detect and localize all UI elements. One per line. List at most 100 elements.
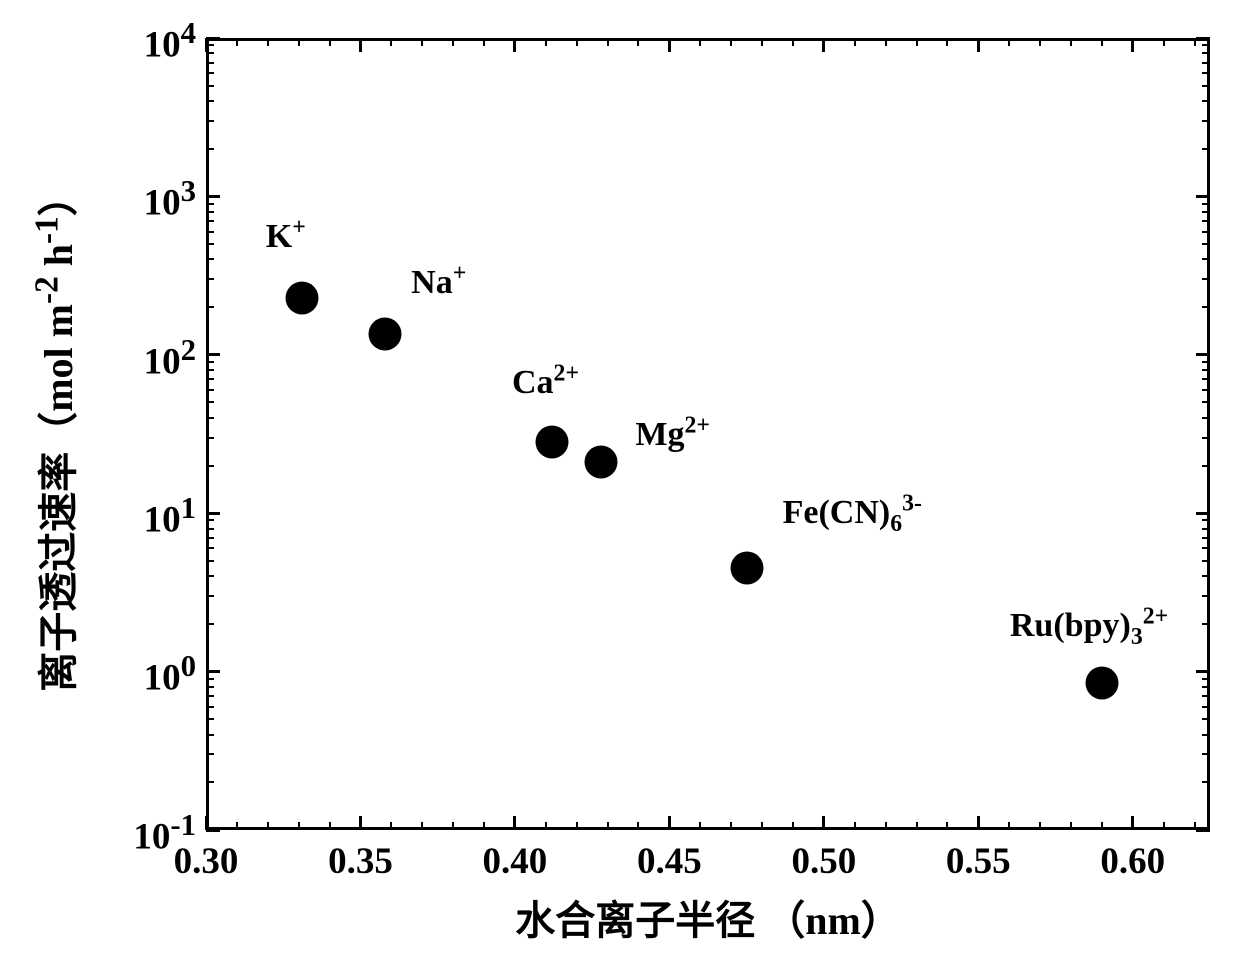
data-point [1085,666,1118,699]
x-tick-minor [1101,38,1103,46]
x-tick-minor [761,38,763,46]
x-tick-minor [637,38,639,46]
y-tick-minor [206,369,214,371]
x-tick-minor [452,38,454,46]
point-label: Na+ [411,264,466,302]
y-tick-major [1196,353,1210,356]
x-tick-minor [1008,822,1010,830]
y-tick-minor [206,62,214,64]
chart-container: 离子透过速率（mol m-2 h-1） 水合离子半径 （nm） 10-11001… [0,0,1240,958]
x-tick-major [977,816,980,830]
y-tick-minor [206,437,214,439]
y-tick-minor [206,100,214,102]
x-tick-label: 0.35 [328,840,393,883]
y-tick-minor [1202,465,1210,467]
y-tick-minor [206,258,214,260]
data-point [369,318,402,351]
y-tick-major [206,195,220,198]
y-tick-minor [206,595,214,597]
y-tick-minor [1202,306,1210,308]
y-tick-minor [206,306,214,308]
y-tick-minor [1202,560,1210,562]
y-tick-minor [206,52,214,54]
y-tick-minor [1202,211,1210,213]
y-tick-minor [1202,623,1210,625]
y-tick-label: 100 [144,649,196,699]
y-tick-minor [1202,753,1210,755]
x-tick-minor [607,822,609,830]
y-tick-label: 102 [144,333,196,383]
x-tick-minor [1039,38,1041,46]
y-tick-minor [206,695,214,697]
y-tick-minor [206,528,214,530]
x-tick-minor [854,38,856,46]
x-tick-minor [1163,38,1165,46]
y-tick-minor [1202,72,1210,74]
data-point [535,426,568,459]
y-tick-minor [206,231,214,233]
x-tick-minor [854,822,856,830]
x-tick-minor [267,38,269,46]
y-tick-minor [206,148,214,150]
y-tick-minor [206,278,214,280]
y-tick-minor [206,72,214,74]
y-tick-minor [1202,100,1210,102]
data-point [585,446,618,479]
x-tick-minor [699,822,701,830]
data-point [285,281,318,314]
x-tick-minor [637,822,639,830]
y-tick-minor [1202,437,1210,439]
x-tick-minor [576,38,578,46]
x-tick-minor [1163,822,1165,830]
x-tick-minor [885,822,887,830]
x-tick-minor [483,38,485,46]
y-tick-minor [206,203,214,205]
x-tick-minor [452,822,454,830]
x-tick-minor [390,38,392,46]
y-tick-minor [1202,575,1210,577]
y-tick-minor [1202,231,1210,233]
y-tick-minor [1202,595,1210,597]
y-tick-minor [1202,62,1210,64]
x-tick-minor [421,38,423,46]
x-tick-minor [1070,38,1072,46]
y-tick-minor [206,519,214,521]
x-tick-minor [885,38,887,46]
x-tick-minor [545,38,547,46]
y-tick-major [206,670,220,673]
y-tick-label: 101 [144,491,196,541]
x-tick-minor [607,38,609,46]
x-tick-major [513,38,516,52]
y-tick-major [1196,37,1210,40]
y-tick-minor [206,85,214,87]
y-tick-minor [206,560,214,562]
x-tick-major [822,816,825,830]
y-tick-minor [206,211,214,213]
x-tick-major [205,38,208,52]
x-tick-major [977,38,980,52]
x-tick-label: 0.50 [791,840,856,883]
y-tick-major [1196,512,1210,515]
x-tick-minor [298,822,300,830]
y-tick-major [1196,829,1210,832]
y-tick-minor [206,753,214,755]
x-tick-major [205,816,208,830]
y-tick-minor [206,401,214,403]
y-tick-minor [1202,537,1210,539]
y-tick-minor [1202,361,1210,363]
y-tick-minor [1202,686,1210,688]
y-tick-minor [206,575,214,577]
y-tick-minor [1202,734,1210,736]
x-tick-label: 0.40 [483,840,548,883]
x-tick-minor [1008,38,1010,46]
x-tick-major [822,38,825,52]
x-tick-minor [916,38,918,46]
y-tick-minor [1202,278,1210,280]
point-label: Mg2+ [635,416,710,454]
y-tick-minor [1202,695,1210,697]
x-tick-major [359,816,362,830]
x-tick-minor [730,822,732,830]
x-tick-major [668,816,671,830]
x-tick-major [668,38,671,52]
x-tick-minor [1194,822,1196,830]
